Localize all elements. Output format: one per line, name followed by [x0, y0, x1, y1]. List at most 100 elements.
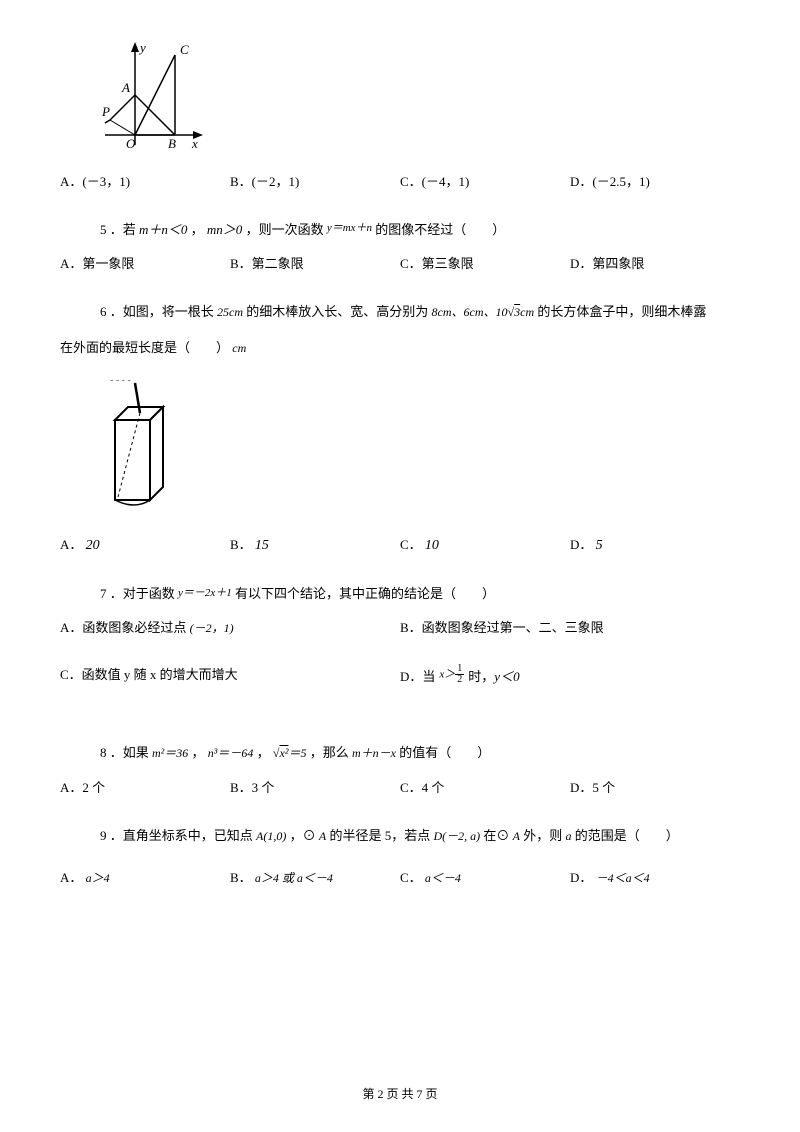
q9-d-val: －4＜a＜4 — [596, 871, 650, 885]
q9-b-lbl: B． — [230, 870, 252, 885]
q9-a-lbl: A． — [60, 870, 82, 885]
q8-suffix: 的值有（ ） — [399, 745, 490, 760]
q6-b-lbl: B． — [230, 537, 252, 552]
q9-mid3: 在⊙ — [483, 828, 509, 843]
q9-d-lbl: D． — [570, 870, 592, 885]
q7-d-mid: 时， — [468, 666, 494, 685]
q4-opt-d: D．(－2.5，1) — [570, 171, 740, 190]
q9-pd: D(－2, a) — [433, 829, 480, 843]
q7-text: 7 ．对于函数 y＝－2x＋1 有以下四个结论，其中正确的结论是（ ） — [100, 582, 740, 605]
q9-mid2: 的半径是 5，若点 — [329, 828, 430, 843]
q9-a-val: a＞4 — [86, 871, 110, 885]
q6-text-line2: 在外面的最短长度是（ ） cm — [60, 336, 740, 360]
q6-c-lbl: C． — [400, 537, 422, 552]
q8-c3: √x²＝5 — [273, 746, 307, 760]
q6-d-val: 5 — [596, 538, 603, 553]
q7-opt-c: C．函数值 y 随 x 的增大而增大 — [60, 664, 400, 685]
q4-opt-b: B．(－2，1) — [230, 171, 400, 190]
q9-prefix: 9 ．直角坐标系中，已知点 — [100, 828, 253, 843]
q9-c-val: a＜－4 — [425, 871, 461, 885]
q8-c1: m²＝36 — [152, 746, 188, 760]
q8-prefix: 8 ．如果 — [100, 745, 149, 760]
q6-mid2: 的长方体盒子中，则细木棒露 — [537, 304, 706, 319]
svg-text:C: C — [180, 42, 189, 57]
q9-b-val: a＞4 或 a＜－4 — [255, 871, 333, 885]
q9-suffix: 的范围是（ ） — [575, 828, 679, 843]
q9-pa: A(1,0) — [256, 829, 286, 843]
q9-opt-b: B． a＞4 或 a＜－4 — [230, 867, 400, 886]
q5-cond2: mn＞0 — [207, 222, 242, 237]
q5-suffix: 的图像不经过（ ） — [375, 222, 505, 237]
q9-mid1: ，⊙ — [290, 828, 316, 843]
q9-mid4: 外，则 — [523, 828, 562, 843]
q6-a-lbl: A． — [60, 537, 82, 552]
q6-line2b: cm — [232, 341, 246, 355]
q5-cond1: m＋n＜0 — [139, 222, 187, 237]
q7-d-res: y＜0 — [494, 666, 519, 685]
q9-options: A． a＞4 B． a＞4 或 a＜－4 C． a＜－4 D． －4＜a＜4 — [60, 867, 740, 886]
q7-a-pre: A．函数图象必经过点 — [60, 620, 186, 635]
q8-text: 8 ．如果 m²＝36 ， n³＝－64 ， √x²＝5 ，那么 m＋n－x 的… — [100, 741, 740, 765]
q5-options: A．第一象限 B．第二象限 C．第三象限 D．第四象限 — [60, 253, 740, 272]
q9-ma: A — [319, 829, 326, 843]
q6-opt-a: A． 20 — [60, 534, 230, 554]
q7-d-frac-d: 2 — [455, 675, 464, 685]
q9-ma2: A — [513, 829, 520, 843]
q7-prefix: 7 ．对于函数 — [100, 586, 175, 601]
svg-text:P: P — [101, 104, 110, 119]
figure-q4: y C A P O B x — [100, 40, 740, 159]
q9-text: 9 ．直角坐标系中，已知点 A(1,0) ，⊙ A 的半径是 5，若点 D(－2… — [100, 824, 740, 848]
q8-expr: m＋n－x — [352, 746, 396, 760]
figure-q6: - - - - — [100, 375, 740, 519]
q6-prefix: 6 ．如图，将一根长 — [100, 304, 214, 319]
q7-opt-a: A．函数图象必经过点 (－2，1) — [60, 617, 400, 636]
q9-opt-c: C． a＜－4 — [400, 867, 570, 886]
q4-options: A．(－3，1) B．(－2，1) C．(－4，1) D．(－2.5，1) — [60, 171, 740, 190]
q6-d-lbl: D． — [570, 537, 592, 552]
q7-a-pt: (－2，1) — [190, 621, 234, 635]
q5-opt-b: B．第二象限 — [230, 253, 400, 272]
q7-d-cond-pre: x＞ — [439, 668, 455, 680]
q5-opt-c: C．第三象限 — [400, 253, 570, 272]
svg-text:x: x — [191, 136, 198, 151]
q9-c-lbl: C． — [400, 870, 422, 885]
q7-options: A．函数图象必经过点 (－2，1) B．函数图象经过第一、二、三象限 C．函数值… — [60, 617, 740, 713]
q7-opt-b: B．函数图象经过第一、二、三象限 — [400, 617, 740, 636]
q5-prefix: 5 ．若 — [100, 222, 136, 237]
q6-len: 25cm — [217, 305, 243, 319]
q4-opt-c: C．(－4，1) — [400, 171, 570, 190]
q8-sep1: ， — [192, 745, 205, 760]
q6-opt-b: B． 15 — [230, 534, 400, 554]
q6-mid1: 的细木棒放入长、宽、高分别为 — [246, 304, 428, 319]
q8-options: A．2 个 B．3 个 C．4 个 D．5 个 — [60, 777, 740, 796]
q5-opt-d: D．第四象限 — [570, 253, 740, 272]
q5-text: 5 ．若 m＋n＜0 ， mn＞0 ，则一次函数 y＝mx＋n 的图像不经过（ … — [100, 218, 740, 241]
svg-text:O: O — [126, 136, 136, 151]
page-footer: 第 2 页 共 7 页 — [0, 1085, 800, 1102]
q8-sep2: ， — [257, 745, 270, 760]
q6-c-val: 10 — [425, 538, 439, 553]
q9-opt-d: D． －4＜a＜4 — [570, 867, 740, 886]
q8-opt-b: B．3 个 — [230, 777, 400, 796]
q6-opt-d: D． 5 — [570, 534, 740, 554]
q7-func: y＝－2x＋1 — [178, 587, 232, 599]
q5-mid2: ，则一次函数 — [246, 222, 324, 237]
svg-text:- - - -: - - - - — [110, 375, 131, 386]
svg-text:y: y — [138, 40, 146, 55]
q4-opt-a: A．(－3，1) — [60, 171, 230, 190]
q7-d-pre: D．当 — [400, 666, 435, 685]
svg-text:A: A — [121, 80, 130, 95]
q9-opt-a: A． a＞4 — [60, 867, 230, 886]
q5-opt-a: A．第一象限 — [60, 253, 230, 272]
q6-opt-c: C． 10 — [400, 534, 570, 554]
q6-a-val: 20 — [86, 538, 100, 553]
q5-func: y＝mx＋n — [327, 222, 372, 234]
q6-line2a: 在外面的最短长度是（ ） — [60, 340, 229, 355]
q8-opt-c: C．4 个 — [400, 777, 570, 796]
q6-b-val: 15 — [255, 538, 269, 553]
q7-suffix: 有以下四个结论，其中正确的结论是（ ） — [235, 586, 495, 601]
q8-opt-a: A．2 个 — [60, 777, 230, 796]
svg-text:B: B — [168, 136, 176, 151]
q8-opt-d: D．5 个 — [570, 777, 740, 796]
q9-vara: a — [566, 829, 572, 843]
